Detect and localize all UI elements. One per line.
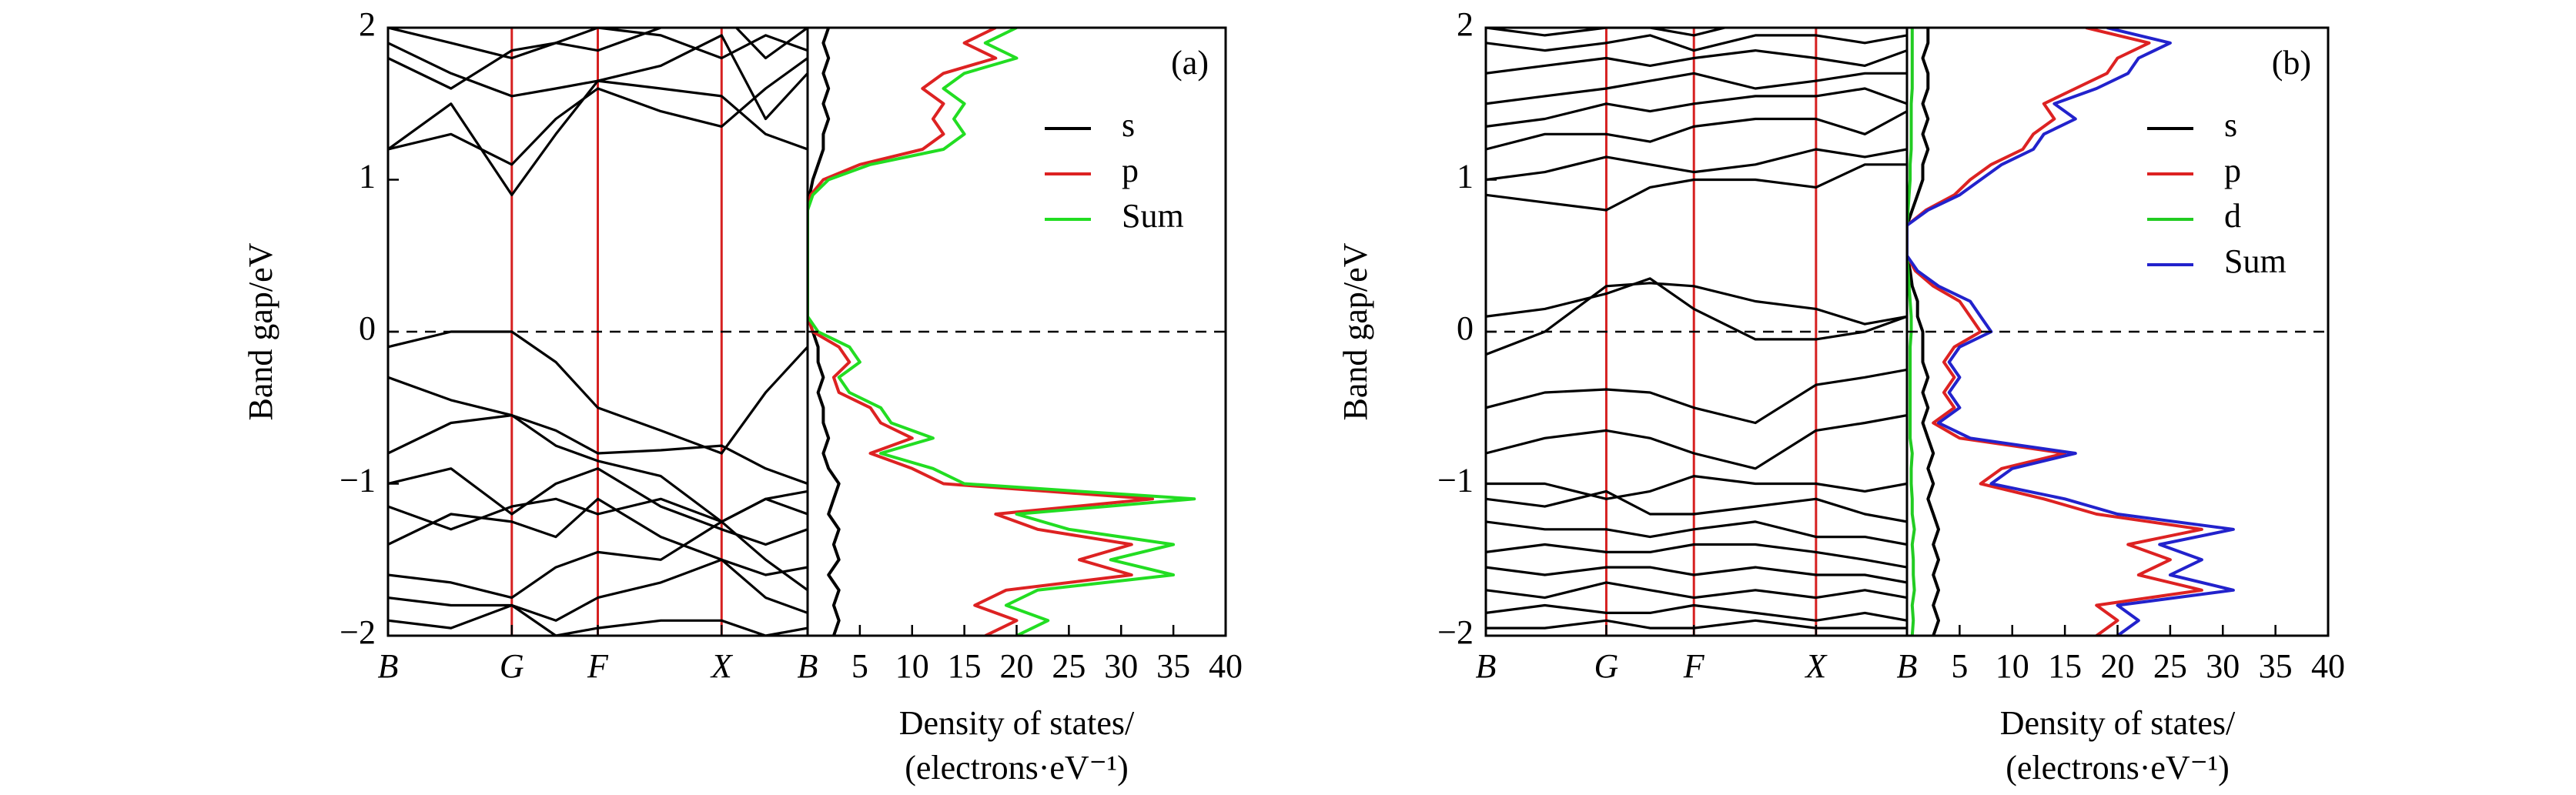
band-line	[1486, 603, 1907, 622]
x-tick-label: 5	[1951, 647, 1968, 685]
band-line	[388, 28, 808, 90]
y-tick-label: −2	[1437, 613, 1474, 651]
plot-area	[388, 28, 808, 636]
band-line	[1486, 543, 1907, 569]
x-tick-label: 10	[1996, 647, 2029, 685]
x-tick-label: G	[1594, 647, 1619, 685]
band-line	[388, 520, 808, 600]
y-axis-label: Band gap/eV	[1337, 242, 1374, 420]
band-line	[1486, 282, 1907, 356]
y-tick-label: −2	[340, 613, 376, 651]
x-tick-label: B	[378, 647, 399, 685]
plot-area	[1486, 28, 1907, 636]
band-line	[388, 57, 808, 166]
panel-label: (b)	[2272, 44, 2311, 82]
band-line	[1486, 277, 1907, 341]
y-tick-label: 0	[1457, 309, 1474, 347]
x-tick-label: 25	[2153, 647, 2187, 685]
legend-label: s	[1122, 106, 1135, 144]
band-line	[1486, 148, 1907, 182]
x-tick-label: B	[1476, 647, 1497, 685]
x-tick-label: 40	[2311, 647, 2345, 685]
legend-label: Sum	[1122, 197, 1184, 235]
band-line	[388, 34, 808, 121]
band-line	[388, 497, 808, 531]
band-line	[388, 497, 808, 576]
x-tick-label: 20	[2101, 647, 2135, 685]
legend-label: p	[1122, 152, 1139, 189]
x-tick-label: X	[1804, 647, 1828, 685]
band-line	[1486, 475, 1907, 500]
band-line	[388, 376, 808, 486]
y-tick-label: 1	[1457, 158, 1474, 195]
x-tick-label: 15	[2048, 647, 2082, 685]
band-line	[1486, 110, 1907, 151]
band-line	[1486, 34, 1907, 52]
x-tick-label: X	[710, 647, 734, 685]
y-tick-label: −1	[340, 462, 376, 499]
x-tick-label: 25	[1052, 647, 1086, 685]
y-tick-label: 1	[359, 158, 376, 195]
x-axis-label: Density of states/	[2000, 704, 2236, 742]
band-line	[1486, 581, 1907, 600]
band-line	[1486, 368, 1907, 425]
y-axis-label: Band gap/eV	[242, 242, 279, 420]
panel-label: (a)	[1171, 44, 1209, 82]
y-tick-label: 0	[359, 309, 376, 347]
x-tick-label: F	[1683, 647, 1705, 685]
band-line	[1486, 520, 1907, 546]
x-tick-label: 35	[2259, 647, 2293, 685]
x-tick-label: F	[587, 647, 609, 685]
y-tick-label: −1	[1437, 462, 1474, 499]
x-tick-label: 20	[1000, 647, 1034, 685]
x-tick-label: B	[1897, 647, 1918, 685]
legend-label: p	[2224, 152, 2241, 189]
band-line	[1486, 163, 1907, 212]
x-tick-label: 5	[851, 647, 868, 685]
legend-label: Sum	[2224, 242, 2287, 280]
band-line	[388, 467, 808, 546]
band-line	[1486, 414, 1907, 470]
y-tick-label: 2	[359, 5, 376, 43]
band-line	[1486, 489, 1907, 523]
x-tick-label: 40	[1209, 647, 1243, 685]
band-line	[1486, 566, 1907, 584]
x-tick-label: 30	[1104, 647, 1138, 685]
band-line	[1486, 48, 1907, 75]
legend-label: d	[2224, 197, 2241, 235]
x-tick-label: B	[798, 647, 818, 685]
x-tick-label: 15	[948, 647, 982, 685]
band-line	[1486, 28, 1907, 37]
legend-label: s	[2224, 106, 2237, 144]
x-tick-label: 35	[1156, 647, 1190, 685]
band-line	[388, 558, 808, 622]
band-line	[1486, 72, 1907, 105]
band-line	[1486, 87, 1907, 128]
x-axis-label: (electrons·eV⁻¹)	[2006, 749, 2230, 787]
x-axis-label: (electrons·eV⁻¹)	[905, 749, 1129, 787]
x-tick-label: 30	[2206, 647, 2240, 685]
x-tick-label: G	[500, 647, 524, 685]
dos-curve	[1907, 28, 2203, 636]
dos-curve	[1907, 28, 1940, 636]
band-line	[1486, 619, 1907, 630]
x-tick-label: 10	[895, 647, 929, 685]
x-axis-label: Density of states/	[899, 704, 1135, 742]
y-tick-label: 2	[1457, 5, 1474, 43]
